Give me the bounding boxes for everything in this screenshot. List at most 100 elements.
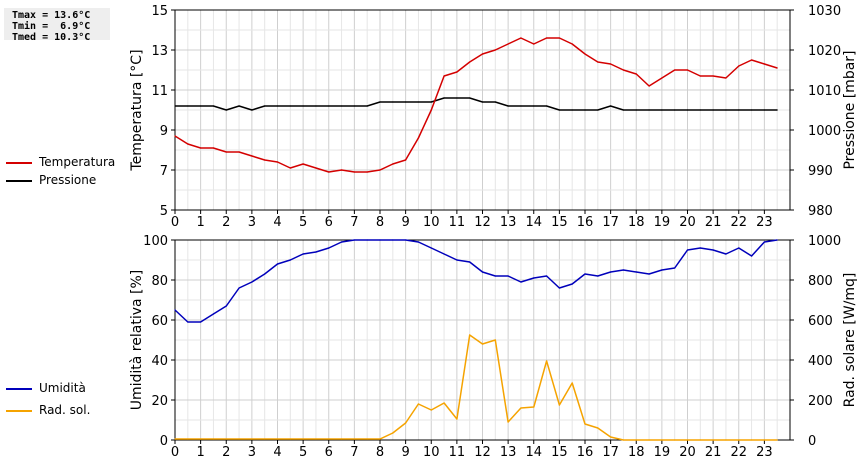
panel1-point-temperatura bbox=[392, 163, 394, 165]
panel1-point-temperatura bbox=[264, 159, 266, 161]
panel1-point-temperatura bbox=[302, 163, 304, 165]
panel2-point-rad-sol bbox=[494, 339, 496, 341]
panel1-ytick-right-label: 990 bbox=[808, 164, 833, 179]
panel1-xtick-label: 11 bbox=[449, 215, 466, 230]
panel1-point-temperatura bbox=[315, 167, 317, 169]
panel1-point-pressione bbox=[648, 109, 650, 111]
panel2-point-umidit bbox=[494, 275, 496, 277]
panel1-point-temperatura bbox=[481, 53, 484, 55]
legend-label-radsol: Rad. sol. bbox=[39, 403, 91, 417]
panel1-point-temperatura bbox=[405, 159, 407, 161]
panel1-point-pressione bbox=[187, 105, 189, 107]
panel1-ytick-left-label: 5 bbox=[160, 204, 168, 219]
panel2-point-umidit bbox=[238, 287, 240, 289]
panel1-point-pressione bbox=[456, 97, 458, 99]
panel1-xtick-label: 17 bbox=[602, 215, 619, 230]
panel2-point-umidit bbox=[507, 275, 509, 277]
panel2-point-umidit bbox=[622, 269, 625, 271]
panel2-point-rad-sol bbox=[571, 382, 573, 384]
panel1-xtick-label: 22 bbox=[730, 215, 747, 230]
panel1-point-pressione bbox=[635, 109, 637, 111]
panel2-xtick-label: 4 bbox=[273, 445, 281, 460]
panel2-point-umidit bbox=[200, 321, 202, 323]
panel1-point-temperatura bbox=[725, 77, 727, 79]
legend-label-pressione: Pressione bbox=[39, 173, 97, 187]
panel2-point-umidit bbox=[520, 281, 522, 283]
panel2-point-umidit bbox=[340, 241, 343, 243]
panel2-point-umidit bbox=[443, 253, 445, 255]
panel2-point-rad-sol bbox=[622, 439, 625, 441]
panel1-point-temperatura bbox=[251, 155, 253, 157]
panel2-xtick-label: 14 bbox=[525, 445, 542, 460]
panel1-point-pressione bbox=[712, 109, 714, 111]
panel2-point-rad-sol bbox=[289, 438, 291, 440]
panel2-point-umidit bbox=[174, 309, 176, 311]
stat-tmed: Tmed = 10.3°C bbox=[12, 32, 91, 43]
panel1-point-pressione bbox=[558, 109, 560, 111]
panel2-xtick-label: 11 bbox=[449, 445, 466, 460]
panel2-point-umidit bbox=[225, 305, 227, 307]
panel1-point-temperatura bbox=[648, 85, 650, 87]
panel1-point-pressione bbox=[520, 105, 522, 107]
panel2-point-rad-sol bbox=[597, 427, 599, 429]
panel1-point-temperatura bbox=[584, 53, 586, 55]
panel2-ylabel-right: Rad. solare [W/mq] bbox=[842, 273, 858, 408]
panel2-ytick-left-label: 40 bbox=[151, 354, 168, 369]
panel1-point-pressione bbox=[315, 105, 317, 107]
panel1-point-pressione bbox=[302, 105, 304, 107]
panel1-point-pressione bbox=[763, 109, 765, 111]
panel2-point-umidit bbox=[725, 253, 727, 255]
panel2-xtick-label: 20 bbox=[679, 445, 696, 460]
panel1-point-pressione bbox=[776, 109, 778, 111]
panel2-xtick-label: 23 bbox=[756, 445, 773, 460]
panel1-series-pressione bbox=[175, 97, 778, 111]
panel1-ytick-left-label: 7 bbox=[160, 164, 168, 179]
panel2-xtick-label: 16 bbox=[577, 445, 594, 460]
panel2-point-rad-sol bbox=[661, 439, 663, 441]
panel2-point-umidit bbox=[251, 281, 253, 283]
panel1-point-pressione bbox=[545, 105, 548, 107]
panel2-point-rad-sol bbox=[763, 439, 765, 441]
panel1-point-temperatura bbox=[456, 71, 458, 73]
panel1-point-pressione bbox=[725, 109, 727, 111]
panel1-xtick-label: 16 bbox=[577, 215, 594, 230]
panel1-xtick-label: 6 bbox=[325, 215, 333, 230]
panel2-point-umidit bbox=[187, 321, 189, 323]
panel2-point-umidit bbox=[366, 239, 368, 241]
panel2-ytick-right-label: 800 bbox=[808, 274, 833, 289]
panel1-ytick-left-label: 9 bbox=[160, 124, 168, 139]
panel2-point-rad-sol bbox=[251, 438, 253, 440]
panel1-xtick-label: 4 bbox=[273, 215, 281, 230]
panel2-xtick-label: 17 bbox=[602, 445, 619, 460]
panel1-ylabel-right: Pressione [mbar] bbox=[842, 50, 858, 169]
panel1-point-temperatura bbox=[533, 43, 535, 45]
panel1-point-pressione bbox=[251, 109, 253, 111]
panel1-xtick-label: 10 bbox=[423, 215, 440, 230]
panel2-xtick-label: 8 bbox=[376, 445, 384, 460]
panel2-point-rad-sol bbox=[200, 438, 202, 440]
panel1-point-temperatura bbox=[712, 75, 714, 77]
panel1-point-temperatura bbox=[571, 43, 573, 45]
panel1-point-temperatura bbox=[750, 59, 753, 61]
panel2-ytick-left-label: 0 bbox=[160, 434, 168, 449]
panel1-point-pressione bbox=[353, 105, 355, 107]
panel1-ytick-right-label: 980 bbox=[808, 204, 833, 219]
panel2-point-rad-sol bbox=[725, 439, 727, 441]
panel2-point-rad-sol bbox=[353, 438, 355, 440]
panel2-point-umidit bbox=[276, 263, 279, 265]
panel1-point-pressione bbox=[430, 101, 432, 103]
panel2-point-rad-sol bbox=[674, 439, 676, 441]
panel2-point-rad-sol bbox=[212, 438, 215, 440]
panel2-point-umidit bbox=[597, 275, 599, 277]
panel2-point-umidit bbox=[456, 259, 458, 261]
panel1-point-temperatura bbox=[238, 151, 240, 153]
panel1-point-pressione bbox=[674, 109, 676, 111]
panel1-point-temperatura bbox=[417, 137, 420, 139]
panel2-point-rad-sol bbox=[699, 439, 701, 441]
panel1-xtick-label: 8 bbox=[376, 215, 384, 230]
panel1-point-temperatura bbox=[674, 69, 676, 71]
panel2-xtick-label: 6 bbox=[325, 445, 333, 460]
panel1-xtick-label: 14 bbox=[525, 215, 542, 230]
panel1-point-pressione bbox=[469, 97, 471, 99]
panel1-point-pressione bbox=[366, 105, 368, 107]
